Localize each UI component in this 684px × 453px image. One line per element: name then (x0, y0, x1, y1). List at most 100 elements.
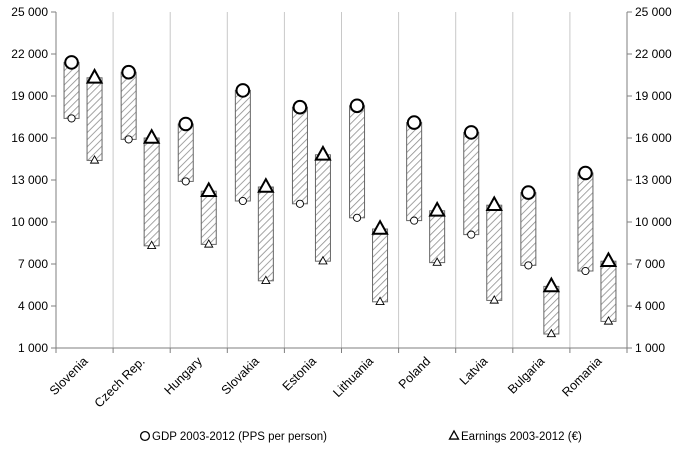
earnings-range-bar (314, 154, 331, 262)
category-label: Poland (396, 354, 433, 391)
earnings-2012-point (142, 128, 161, 144)
gdp-2003-point (238, 196, 247, 206)
y-tick-label-right: 4 000 (635, 299, 665, 313)
gdp-2003-point (352, 213, 362, 222)
legend-gdp-label: GDP 2003-2012 (PPS per person) (152, 431, 327, 443)
axes (51, 11, 632, 353)
markers (64, 55, 618, 338)
gdp-2012-point (121, 64, 136, 80)
gdp-range-bar (463, 131, 480, 236)
y-tick-label-left: 19 000 (11, 89, 48, 103)
y-tick-label-left: 16 000 (11, 131, 48, 145)
gdp-2003-point (410, 216, 419, 225)
earnings-range-bar (486, 204, 503, 301)
earnings-2012-point (428, 200, 446, 217)
gdp-range-bar (349, 105, 366, 219)
earnings-2012-point (85, 67, 104, 84)
category-label: Lithuania (330, 354, 376, 400)
y-tick-label-left: 1 000 (18, 341, 48, 355)
category-label: Slovenia (47, 354, 91, 398)
gdp-2012-point (463, 125, 479, 140)
earnings-2003-point (432, 257, 442, 266)
earnings-2012-point (257, 177, 275, 193)
gdp-range-bar (63, 61, 80, 119)
gdp-2003-point (295, 199, 305, 208)
earnings-range-bar (543, 285, 560, 335)
gdp-2003-point (181, 177, 190, 186)
earnings-2003-point (146, 240, 157, 249)
category-label: Romania (559, 354, 604, 399)
gdp-2012-point (349, 98, 365, 114)
category-label: Czech Rep. (92, 354, 148, 410)
y-tick-label-right: 16 000 (635, 131, 672, 145)
gdp-2012-point (521, 185, 536, 200)
gdp-range-bar (291, 106, 308, 205)
gdp-range-bar (406, 122, 423, 222)
gdp-2012-point (292, 99, 308, 115)
gdp-range-bar (577, 172, 594, 272)
earnings-2012-point (200, 181, 218, 197)
y-tick-label-left: 22 000 (11, 47, 48, 61)
earnings-2003-point (203, 239, 214, 248)
legend-gdp-marker (139, 430, 151, 442)
gdp-2003-point (581, 266, 590, 276)
earnings-2012-point (314, 144, 332, 161)
range-bars (63, 61, 617, 335)
gdp-range-bar (177, 123, 194, 182)
earnings-2003-point (89, 155, 100, 164)
gdp-2003-point (524, 261, 533, 270)
earnings-2003-point (375, 296, 385, 305)
y-tick-label-left: 10 000 (11, 215, 48, 229)
y-axis-left-ticks: 1 000 4 000 7 000 10 000 13 000 16 000 19 000 2… (11, 5, 48, 355)
earnings-2012-point (371, 219, 389, 235)
earnings-range-bar (372, 228, 389, 303)
category-label: Slovakia (219, 354, 262, 397)
y-tick-label-right: 1 000 (635, 341, 665, 355)
category-label: Latvia (457, 354, 491, 388)
y-tick-label-left: 25 000 (11, 5, 48, 19)
y-tick-label-right: 25 000 (635, 5, 672, 19)
earnings-2003-point (489, 295, 500, 304)
earnings-range-bar (257, 186, 274, 282)
y-tick-label-right: 7 000 (635, 257, 665, 271)
gdp-2012-point (578, 165, 593, 181)
earnings-range-bar (429, 210, 446, 264)
gdp-range-bar (520, 192, 537, 266)
earnings-2003-point (546, 328, 557, 338)
category-labels: Slovenia Czech Rep. Hungary Slovakia Estonia… (47, 354, 605, 411)
category-label: Hungary (162, 354, 206, 398)
gdp-2003-point (124, 135, 133, 144)
earnings-2003-point (261, 275, 271, 284)
gdp-range-bar (120, 71, 137, 140)
earnings-2003-point (603, 316, 614, 325)
category-label: Estonia (280, 354, 319, 393)
gdp-2012-point (178, 116, 194, 132)
gdp-range-bar (234, 89, 251, 202)
y-tick-label-left: 13 000 (11, 173, 48, 187)
y-tick-label-right: 22 000 (635, 47, 672, 61)
legend-earnings-label: Earnings 2003-2012 (€) (461, 431, 582, 443)
earnings-2012-point (599, 251, 618, 267)
category-separators (112, 12, 571, 348)
earnings-2003-point (318, 255, 328, 265)
gdp-2003-point (467, 230, 476, 239)
earnings-range-bar (86, 77, 103, 161)
y-tick-label-right: 19 000 (635, 89, 672, 103)
gdp-2003-point (67, 114, 76, 123)
legend: GDP 2003-2012 (PPS per person) Earnings 2… (139, 429, 582, 443)
gdp-2012-point (235, 83, 251, 98)
earnings-2012-point (542, 276, 561, 293)
y-tick-label-right: 13 000 (635, 173, 672, 187)
legend-earnings-marker (448, 429, 460, 440)
earnings-range-bar (143, 137, 160, 247)
y-axis-right-ticks: 1 000 4 000 7 000 10 000 13 000 16 000 19 000 2… (635, 5, 672, 355)
gdp-2012-point (406, 115, 422, 130)
y-tick-label-right: 10 000 (635, 215, 672, 229)
gdp-2012-point (64, 55, 79, 70)
earnings-range-bar (600, 260, 617, 322)
y-tick-label-left: 7 000 (18, 257, 48, 271)
category-label: Bulgaria (505, 354, 547, 396)
earnings-2012-point (485, 195, 503, 211)
earnings-range-bar (200, 190, 217, 245)
